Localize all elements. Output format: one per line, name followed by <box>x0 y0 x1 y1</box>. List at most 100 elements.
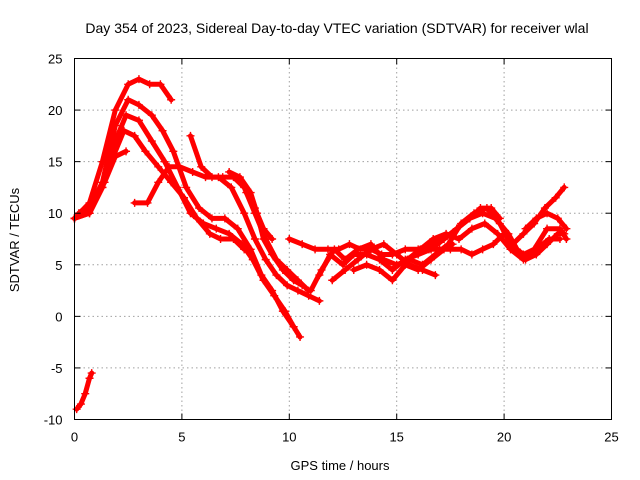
data-point <box>124 95 133 104</box>
data-point <box>130 198 139 207</box>
data-point <box>81 389 90 398</box>
grid-lines <box>74 58 612 420</box>
data-point <box>167 95 176 104</box>
data-point <box>403 255 412 264</box>
data-point <box>207 173 216 182</box>
x-tick-label: 0 <box>71 430 78 445</box>
data-point <box>216 235 225 243</box>
data-point <box>478 209 487 218</box>
data-point <box>134 116 143 125</box>
series-line <box>316 210 567 278</box>
data-point <box>345 240 354 249</box>
series-track-9 <box>242 188 277 243</box>
x-axis-ticks: 0 5 10 15 20 25 <box>71 58 619 445</box>
data-point <box>298 240 307 249</box>
data-point <box>169 147 178 156</box>
data-point <box>233 224 242 233</box>
data-point <box>270 291 279 300</box>
data-point <box>154 178 163 187</box>
y-axis-label: SDTVAR / TECUs <box>7 187 22 292</box>
data-point <box>122 111 131 120</box>
data-point <box>225 167 234 176</box>
data-point <box>339 260 347 269</box>
data-point <box>134 100 143 109</box>
data-point <box>285 235 294 243</box>
y-tick-label: -5 <box>51 361 63 376</box>
y-axis-ticks: -10 -5 0 5 10 15 20 25 <box>44 52 612 428</box>
data-point <box>560 229 569 238</box>
series-track-6 <box>130 162 324 305</box>
data-point <box>240 209 249 218</box>
data-point <box>354 255 363 264</box>
data-point <box>454 235 463 243</box>
data-point <box>427 255 436 264</box>
data-point <box>229 235 238 243</box>
data-point <box>154 162 163 171</box>
data-point <box>500 229 509 238</box>
data-point <box>218 173 227 182</box>
data-point <box>130 131 139 140</box>
data-point <box>188 167 197 176</box>
data-point <box>158 126 167 135</box>
data-point <box>289 322 298 331</box>
data-point <box>134 75 143 84</box>
data-point <box>540 204 549 213</box>
data-point <box>543 209 552 218</box>
data-point <box>478 245 487 254</box>
data-point <box>375 255 384 264</box>
data-point <box>388 276 397 285</box>
y-tick-label: -10 <box>44 413 63 428</box>
plot-frame <box>74 58 612 420</box>
data-point <box>435 245 444 254</box>
data-series <box>70 75 571 414</box>
data-point <box>298 281 307 290</box>
x-tick-label: 25 <box>604 430 618 445</box>
data-point <box>431 271 440 280</box>
data-point <box>250 235 259 243</box>
data-point <box>167 178 176 187</box>
y-tick-label: 0 <box>55 309 62 324</box>
data-point <box>401 260 410 269</box>
data-point <box>349 250 358 259</box>
data-point <box>180 193 189 202</box>
data-point <box>553 214 562 223</box>
data-point <box>72 405 81 414</box>
data-point <box>315 271 324 280</box>
data-point <box>242 188 251 197</box>
data-point <box>480 219 489 228</box>
data-point <box>141 147 150 156</box>
data-point <box>147 111 156 120</box>
x-tick-label: 10 <box>282 430 296 445</box>
data-point <box>506 245 515 254</box>
data-point <box>283 281 292 290</box>
data-point <box>551 193 560 202</box>
data-point <box>326 250 335 259</box>
data-point <box>145 80 154 89</box>
data-point <box>124 80 133 89</box>
y-tick-label: 15 <box>48 155 62 170</box>
data-point <box>259 224 268 233</box>
data-point <box>227 183 236 192</box>
series-track-18 <box>521 209 571 233</box>
data-point <box>248 255 257 264</box>
data-point <box>165 162 174 171</box>
series-track-15 <box>403 219 564 264</box>
data-point <box>508 240 517 249</box>
y-tick-label: 20 <box>48 103 62 118</box>
series-line <box>243 190 275 242</box>
data-point <box>261 255 270 264</box>
series-track-8 <box>225 167 307 290</box>
data-point <box>532 245 541 254</box>
data-point <box>293 286 302 295</box>
data-point <box>457 245 466 254</box>
data-point <box>362 260 371 269</box>
data-point <box>311 245 320 254</box>
data-point <box>562 224 571 233</box>
data-point <box>330 245 339 254</box>
x-tick-label: 5 <box>178 430 185 445</box>
data-point <box>392 250 401 259</box>
data-point <box>388 265 397 274</box>
y-tick-label: 5 <box>55 258 62 273</box>
data-point <box>366 245 375 254</box>
